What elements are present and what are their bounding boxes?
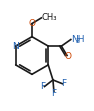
- Text: F: F: [51, 89, 56, 98]
- Text: N: N: [12, 42, 19, 51]
- Text: O: O: [28, 19, 35, 28]
- Text: F: F: [41, 82, 46, 91]
- Text: CH₃: CH₃: [42, 13, 57, 22]
- Text: NH: NH: [71, 35, 85, 44]
- Text: 2: 2: [76, 38, 80, 44]
- Text: O: O: [64, 52, 71, 61]
- Text: F: F: [61, 79, 66, 88]
